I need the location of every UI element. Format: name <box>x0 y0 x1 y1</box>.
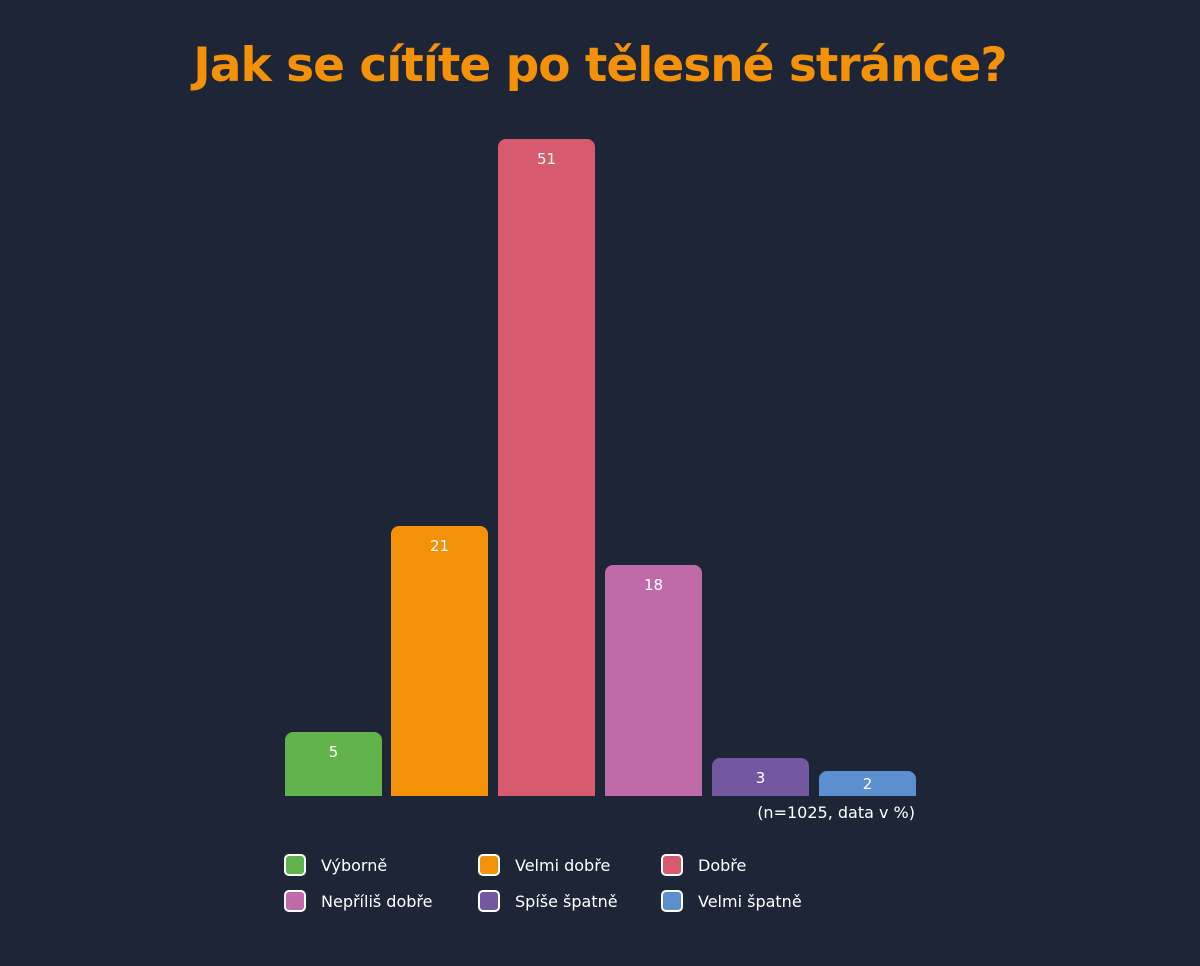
bar-spise-spatne: 3 <box>712 758 809 796</box>
legend-label: Velmi dobře <box>515 855 611 875</box>
legend-item: Spíše špatně <box>478 890 618 912</box>
bar-value-label: 21 <box>429 537 450 555</box>
sample-note: (n=1025, data v %) <box>757 803 915 822</box>
chart-title: Jak se cítíte po tělesné stránce? <box>193 38 1007 93</box>
legend-label: Velmi špatně <box>698 891 802 911</box>
bar-value-label: 2 <box>862 775 873 793</box>
legend-swatch-icon <box>478 854 500 876</box>
legend-swatch-icon <box>661 890 683 912</box>
legend-item: Velmi dobře <box>478 854 610 876</box>
legend-label: Dobře <box>698 855 747 875</box>
bar-value-label: 18 <box>643 576 664 594</box>
bar-value-label: 3 <box>755 769 766 787</box>
bar-dobre: 51 <box>498 139 595 796</box>
legend-label: Spíše špatně <box>515 891 618 911</box>
bar-velmi-dobre: 21 <box>391 526 488 796</box>
plot-area: 5 21 51 18 3 2 <box>285 130 916 796</box>
legend-swatch-icon <box>661 854 683 876</box>
legend-item: Dobře <box>661 854 746 876</box>
legend-item: Velmi špatně <box>661 890 802 912</box>
bar-velmi-spatne: 2 <box>819 771 916 796</box>
legend-swatch-icon <box>478 890 500 912</box>
bar-value-label: 51 <box>536 150 557 168</box>
legend-label: Výborně <box>321 855 388 875</box>
legend-label: Nepříliš dobře <box>321 891 433 911</box>
legend-swatch-icon <box>284 890 306 912</box>
bar-value-label: 5 <box>328 743 339 761</box>
bar-neprilis-dobre: 18 <box>605 565 702 796</box>
legend-item: Výborně <box>284 854 387 876</box>
legend-swatch-icon <box>284 854 306 876</box>
legend-item: Nepříliš dobře <box>284 890 432 912</box>
bar-vyborne: 5 <box>285 732 382 796</box>
